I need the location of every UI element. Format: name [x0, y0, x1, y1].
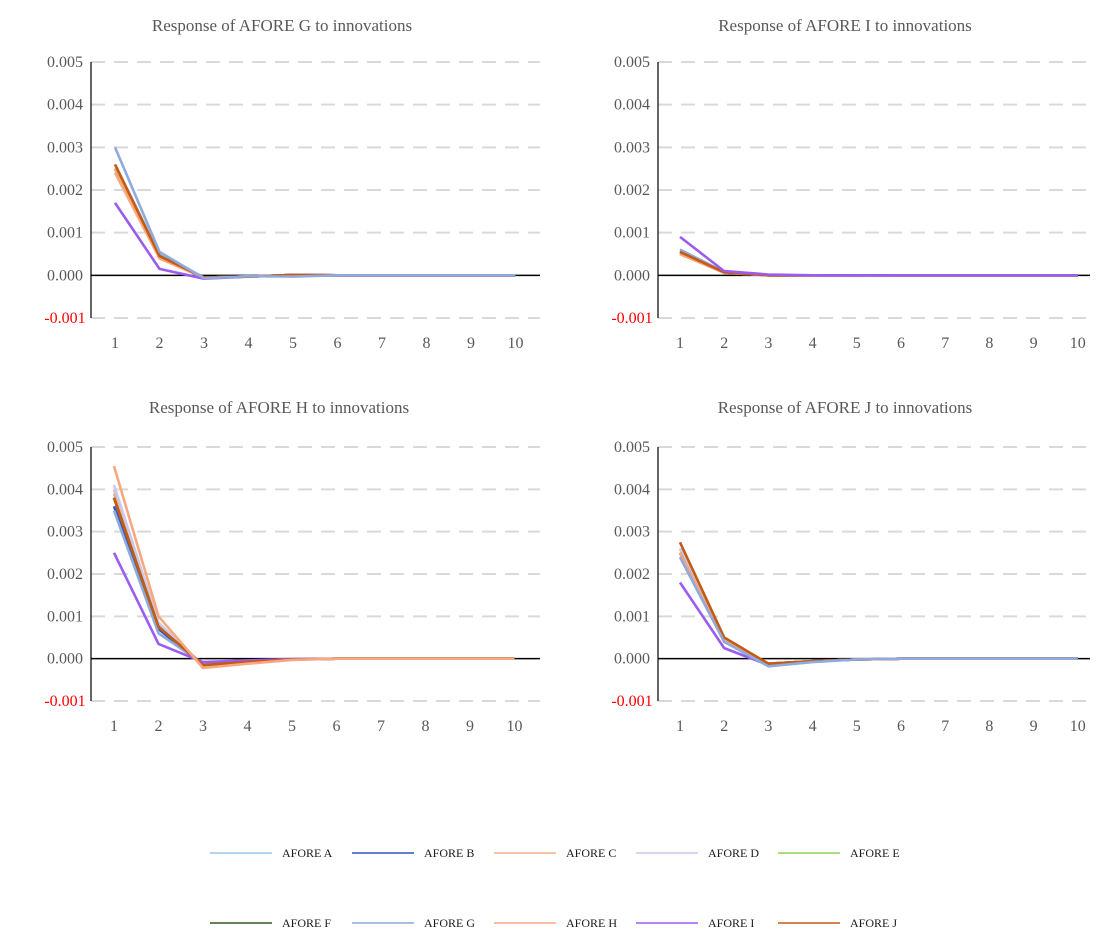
y-tick-label: 0.005	[614, 439, 650, 456]
x-tick-label: 7	[378, 335, 386, 352]
legend-label: AFORE F	[282, 916, 331, 930]
x-tick-label: 10	[508, 335, 524, 352]
series-line-afore-j	[678, 541, 1078, 666]
x-tick-label: 7	[941, 718, 949, 735]
y-tick-label: 0.005	[614, 54, 650, 71]
y-tick-label: -0.001	[44, 693, 85, 710]
y-tick-label: 0.004	[47, 97, 83, 114]
x-tick-label: 10	[1070, 718, 1086, 735]
panel-3: Response of AFORE H to innovations 0.005 0…	[44, 398, 540, 735]
legend-label: AFORE E	[850, 846, 900, 860]
x-tick-label: 2	[720, 718, 728, 735]
panel-2: Response of AFORE I to innovations 0.005 0…	[611, 16, 1090, 352]
series-line-afore-i	[678, 581, 1078, 667]
x-tick-label: 2	[156, 335, 164, 352]
x-tick-label: 4	[809, 335, 817, 352]
legend-label: AFORE G	[424, 916, 475, 930]
y-tick-label: 0.002	[614, 182, 650, 199]
y-tick-label: 0.002	[47, 566, 83, 583]
legend-label: AFORE D	[708, 846, 759, 860]
x-tick-label: 9	[1030, 335, 1038, 352]
x-tick-label: 2	[155, 718, 163, 735]
x-tick-label: 4	[244, 718, 252, 735]
panel-4: Response of AFORE J to innovations 0.005 0…	[611, 398, 1090, 735]
legend-label: AFORE I	[708, 916, 754, 930]
x-tick-label: 9	[467, 335, 475, 352]
x-tick-label: 6	[897, 718, 905, 735]
x-tick-label: 9	[1030, 718, 1038, 735]
series-line-afore-g	[678, 556, 1078, 668]
y-tick-label: 0.000	[47, 267, 83, 284]
x-tick-label: 3	[200, 335, 208, 352]
x-tick-label: 6	[897, 335, 905, 352]
legend: AFORE A AFORE B AFORE C AFORE D AFORE E AFORE…	[210, 846, 900, 930]
y-tick-label: -0.001	[44, 310, 85, 327]
x-tick-label: 5	[853, 718, 861, 735]
y-tick-label: 0.003	[47, 139, 83, 156]
y-tick-label: 0.002	[47, 182, 83, 199]
x-tick-label: 8	[985, 718, 993, 735]
x-tick-label: 4	[245, 335, 253, 352]
y-tick-label: 0.004	[47, 481, 83, 498]
y-tick-label: 0.001	[614, 225, 650, 242]
y-tick-label: -0.001	[611, 310, 652, 327]
x-tick-label: 7	[941, 335, 949, 352]
x-tick-label: 10	[1070, 335, 1086, 352]
y-tick-label: 0.005	[47, 439, 83, 456]
x-tick-label: 8	[985, 335, 993, 352]
panel-title: Response of AFORE I to innovations	[718, 16, 972, 35]
x-tick-label: 2	[720, 335, 728, 352]
x-tick-label: 1	[676, 718, 684, 735]
x-tick-label: 3	[764, 718, 772, 735]
y-tick-label: 0.002	[614, 566, 650, 583]
legend-label: AFORE C	[566, 846, 616, 860]
y-tick-label: 0.004	[614, 97, 650, 114]
y-tick-label: 0.003	[614, 524, 650, 541]
y-tick-label: 0.001	[47, 608, 83, 625]
legend-label: AFORE A	[282, 846, 333, 860]
x-tick-label: 7	[377, 718, 385, 735]
y-tick-label: 0.001	[47, 225, 83, 242]
panel-title: Response of AFORE J to innovations	[718, 398, 973, 417]
series-line-afore-d	[112, 484, 515, 667]
y-tick-label: 0.003	[614, 139, 650, 156]
x-tick-label: 6	[334, 335, 342, 352]
series-line-afore-h	[112, 465, 515, 670]
legend-label: AFORE J	[850, 916, 897, 930]
y-tick-label: 0.000	[47, 651, 83, 668]
panel-1: Response of AFORE G to innovations 0.005 0…	[44, 16, 540, 352]
x-tick-label: 3	[199, 718, 207, 735]
y-tick-label: 0.000	[614, 267, 650, 284]
x-tick-label: 9	[466, 718, 474, 735]
x-tick-label: 10	[507, 718, 523, 735]
x-tick-label: 6	[333, 718, 341, 735]
y-tick-label: 0.003	[47, 524, 83, 541]
legend-label: AFORE B	[424, 846, 474, 860]
x-tick-label: 5	[853, 335, 861, 352]
x-tick-label: 1	[676, 335, 684, 352]
y-tick-label: -0.001	[611, 693, 652, 710]
y-tick-label: 0.001	[614, 608, 650, 625]
x-tick-label: 1	[110, 718, 118, 735]
series-line-afore-i	[113, 202, 516, 281]
x-tick-label: 4	[809, 718, 817, 735]
y-tick-label: 0.004	[614, 481, 650, 498]
x-tick-label: 5	[289, 335, 297, 352]
series-line-afore-i	[679, 235, 1078, 277]
x-tick-label: 3	[764, 335, 772, 352]
series-line-afore-g	[113, 146, 516, 280]
x-tick-label: 8	[422, 718, 430, 735]
x-tick-label: 8	[423, 335, 431, 352]
panel-title: Response of AFORE G to innovations	[152, 16, 412, 35]
panel-title: Response of AFORE H to innovations	[149, 398, 409, 417]
y-tick-label: 0.000	[614, 651, 650, 668]
y-tick-label: 0.005	[47, 54, 83, 71]
series-line-afore-i	[112, 552, 515, 664]
x-tick-label: 1	[111, 335, 119, 352]
x-tick-label: 5	[288, 718, 296, 735]
series-line-afore-j	[112, 497, 515, 667]
legend-label: AFORE H	[566, 916, 617, 930]
